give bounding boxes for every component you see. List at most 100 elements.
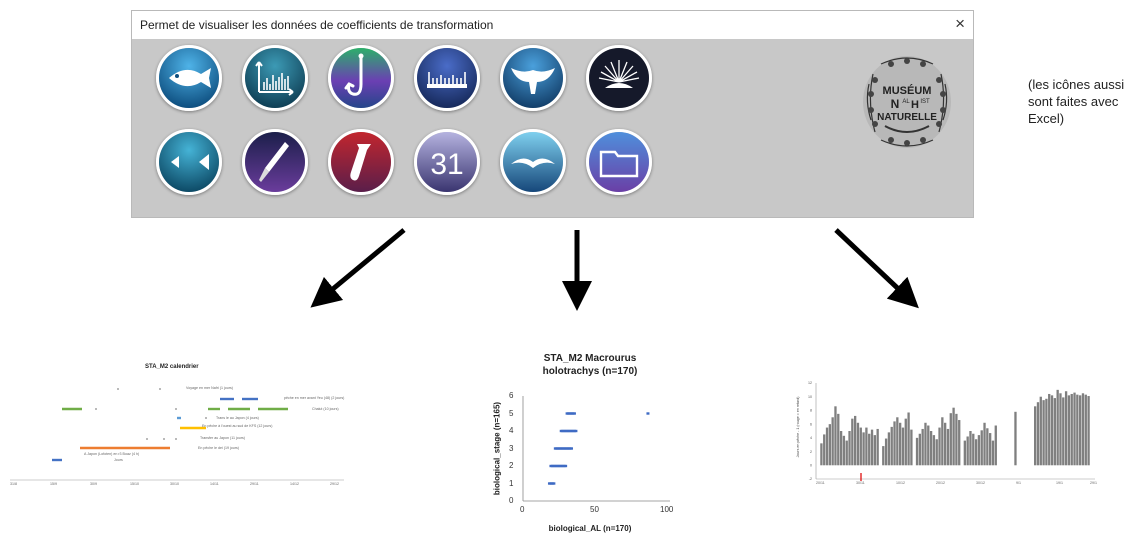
bar <box>991 440 995 466</box>
arrow-to-bars <box>834 228 919 309</box>
calendar-chart-title: STA_M2 calendrier <box>145 364 199 370</box>
calendar-x-tick: 29/11 <box>250 482 259 486</box>
calendar-annotation: pêche en mer avant Yeu (48) (2 jours) <box>284 396 345 400</box>
test-tube-icon <box>331 132 391 192</box>
bar <box>1073 392 1076 466</box>
bar <box>820 443 823 466</box>
bar-y-tick: 2 <box>810 450 812 454</box>
folder-button[interactable] <box>586 129 652 195</box>
bar <box>932 435 936 466</box>
scatter-title-line-2: holotrachys (n=170) <box>542 366 638 377</box>
scatter-y-tick: 3 <box>509 444 514 453</box>
scatter-point <box>572 412 576 415</box>
bar <box>854 415 857 466</box>
sea-urchin-icon <box>589 48 649 108</box>
bar-chart-panel: Jours en pêche - 1 (rouge = en retard) -… <box>790 375 1110 490</box>
bar <box>944 422 947 466</box>
whale-button[interactable] <box>500 45 566 111</box>
bar <box>1076 394 1079 466</box>
bar-x-tick: 10/12 <box>896 481 905 485</box>
bar <box>873 435 876 466</box>
bar-x-tick: 9/1 <box>1016 481 1021 485</box>
calendar-x-tick: 14/12 <box>290 482 299 486</box>
calendar-annotation: Trans le au Japon (4 jours) <box>216 416 259 420</box>
bar <box>969 431 972 466</box>
bar-x-tick: 29/1 <box>1090 481 1097 485</box>
bar <box>1045 398 1048 466</box>
fish-button[interactable] <box>156 45 222 111</box>
bar <box>851 418 854 466</box>
bar <box>921 428 924 466</box>
bar <box>899 422 902 466</box>
fish-silhouette-button[interactable] <box>156 129 222 195</box>
measure-button[interactable] <box>414 45 480 111</box>
bird-button[interactable] <box>500 129 566 195</box>
scatter-point <box>570 447 574 450</box>
bar <box>1084 394 1087 466</box>
window-title: Permet de visualiser les données de coef… <box>140 18 494 32</box>
bar <box>952 407 955 466</box>
calendar-x-tick: 31/8 <box>10 482 17 486</box>
logo-line-3: NATURELLE <box>877 112 937 123</box>
bar-x-tick: 30/12 <box>976 481 985 485</box>
bar <box>882 446 885 466</box>
bar-x-tick: 19/1 <box>1056 481 1063 485</box>
bar <box>924 422 927 466</box>
scalpel-icon <box>245 132 305 192</box>
close-button[interactable]: × <box>955 14 965 33</box>
fishing-button[interactable] <box>328 45 394 111</box>
bar <box>994 425 997 466</box>
bar <box>1056 389 1059 466</box>
bar <box>946 428 950 466</box>
scatter-point <box>552 482 556 485</box>
sample-button[interactable] <box>328 129 394 195</box>
bar <box>859 427 862 466</box>
bar <box>980 430 983 466</box>
logo-sup-b: H <box>911 99 919 111</box>
bar <box>977 435 981 466</box>
bar <box>884 438 888 466</box>
folder-icon <box>589 132 649 192</box>
logo-line-1: MUSÉUM <box>883 84 932 97</box>
calendar-chart-panel: STA_M2 calendrier Voyage en mer Nafri (1… <box>0 352 350 492</box>
scatter-y-tick: 2 <box>509 461 514 470</box>
bar <box>1014 411 1017 466</box>
bar <box>1034 406 1037 466</box>
scatter-chart-panel: STA_M2 Macrourus holotrachys (n=170) bio… <box>490 350 690 533</box>
bar <box>887 432 891 466</box>
bar <box>910 429 913 466</box>
urchin-button[interactable] <box>586 45 652 111</box>
calendar-button[interactable]: 31 <box>414 129 480 195</box>
bar <box>935 439 938 466</box>
scatter-title-line-1: STA_M2 Macrourus <box>543 353 637 364</box>
statistics-button[interactable] <box>242 45 308 111</box>
bar <box>870 429 874 466</box>
calendar-icon: 31 <box>417 132 477 192</box>
bar-y-tick: 10 <box>808 395 812 399</box>
museum-logo: MUSÉUM N AL H IST NATURELLE <box>861 54 953 150</box>
bar <box>949 413 952 466</box>
bar <box>837 413 840 466</box>
bar <box>890 426 893 466</box>
bar-y-tick: 6 <box>810 422 812 426</box>
bar <box>1067 395 1071 466</box>
calendar-annotation: Transfer au Japon (11 jours) <box>200 436 245 440</box>
bar <box>896 417 899 466</box>
dissection-button[interactable] <box>242 129 308 195</box>
calendar-annotation: Chalut (10 jours) <box>312 407 339 411</box>
bar <box>893 421 896 466</box>
bar-y-tick: 8 <box>810 409 812 413</box>
bar <box>831 417 834 466</box>
scatter-plot <box>522 396 670 502</box>
bar <box>1064 391 1068 466</box>
bar <box>989 433 992 466</box>
bar <box>929 431 933 466</box>
bar <box>868 433 871 466</box>
calendar-x-tick: 30/9 <box>90 482 97 486</box>
bar <box>972 433 975 466</box>
scatter-point <box>574 429 578 433</box>
bar <box>938 427 941 466</box>
bar <box>1039 396 1042 466</box>
bar <box>1070 393 1073 466</box>
